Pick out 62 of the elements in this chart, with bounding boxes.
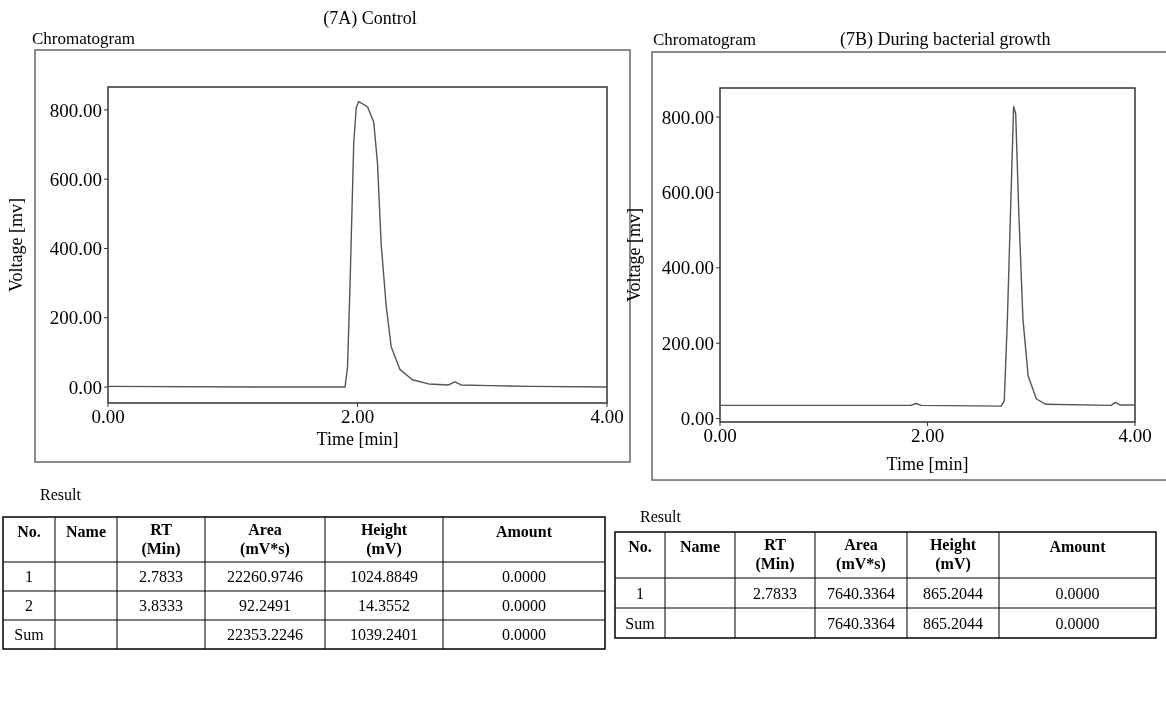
y-tick-label: 600.00: [49, 168, 102, 190]
y-axis-title: Voltage [mv]: [6, 197, 26, 293]
text: 7640.3364: [827, 584, 895, 602]
x-axis-title: Time [min]: [886, 454, 969, 474]
category-label: Height (mV): [929, 536, 977, 573]
category-label: Area (mV*s): [240, 521, 290, 558]
text: 3.8333: [139, 597, 183, 615]
line-series: [719, 105, 1136, 407]
text: 2.7833: [753, 584, 797, 602]
x-tick-label: 2.00: [910, 425, 945, 446]
text: 0.0000: [1055, 614, 1100, 632]
category-label: Name: [66, 523, 106, 540]
y-tick-label: 0.00: [68, 376, 102, 398]
category-label: RT (Min): [755, 536, 795, 573]
category-label: No.: [628, 538, 652, 555]
text: 1: [25, 568, 33, 586]
y-tick-label: 600.00: [661, 182, 714, 204]
text: 865.2044: [923, 584, 983, 602]
x-tick-label: 4.00: [1118, 425, 1152, 446]
x-axis-title: Time [min]: [316, 429, 399, 449]
category-label: Amount: [1049, 538, 1107, 555]
chart-title: (7B) During bacterial growth: [840, 29, 1051, 50]
text: Result: [40, 486, 82, 503]
text: 2: [25, 597, 33, 615]
chart-title: (7A) Control: [323, 8, 417, 29]
text: 7640.3364: [827, 614, 895, 632]
y-tick-label: 800.00: [661, 106, 714, 128]
x-tick-label: 4.00: [590, 406, 624, 427]
text: Sum: [625, 614, 655, 632]
y-tick-label: 800.00: [49, 99, 102, 121]
y-tick-label: 400.00: [49, 238, 102, 260]
text: Sum: [14, 626, 44, 644]
text: 22260.9746: [227, 568, 303, 586]
text: 0.0000: [1055, 584, 1100, 602]
text: 14.3552: [358, 597, 410, 615]
y-tick-label: 200.00: [661, 332, 714, 354]
category-label: RT (Min): [141, 521, 181, 558]
category-label: No.: [17, 523, 41, 540]
text: 2.7833: [139, 568, 183, 586]
category-label: Height (mV): [360, 521, 408, 558]
text: 0.0000: [502, 626, 546, 644]
y-tick-label: 200.00: [49, 307, 102, 329]
x-tick-label: 2.00: [340, 406, 375, 427]
text: 1039.2401: [350, 626, 418, 644]
text: 0.0000: [502, 597, 546, 615]
x-tick-label: 0.00: [91, 406, 125, 427]
y-tick-label: 400.00: [661, 257, 714, 279]
chart-subtitle: Chromatogram: [32, 29, 135, 48]
text: 1: [636, 584, 644, 602]
line-series: [107, 100, 608, 388]
text: 0.0000: [502, 568, 546, 586]
category-label: Amount: [495, 523, 553, 540]
text: Result: [640, 508, 682, 525]
text: 22353.2246: [227, 626, 303, 644]
y-axis-title: Voltage [mv]: [624, 207, 644, 303]
chart-subtitle: Chromatogram: [653, 30, 756, 49]
text: 1024.8849: [350, 568, 418, 586]
text: 92.2491: [239, 597, 291, 615]
text: 865.2044: [923, 614, 983, 632]
category-label: Name: [680, 538, 720, 555]
category-label: Area (mV*s): [836, 536, 886, 573]
x-tick-label: 0.00: [703, 425, 737, 446]
